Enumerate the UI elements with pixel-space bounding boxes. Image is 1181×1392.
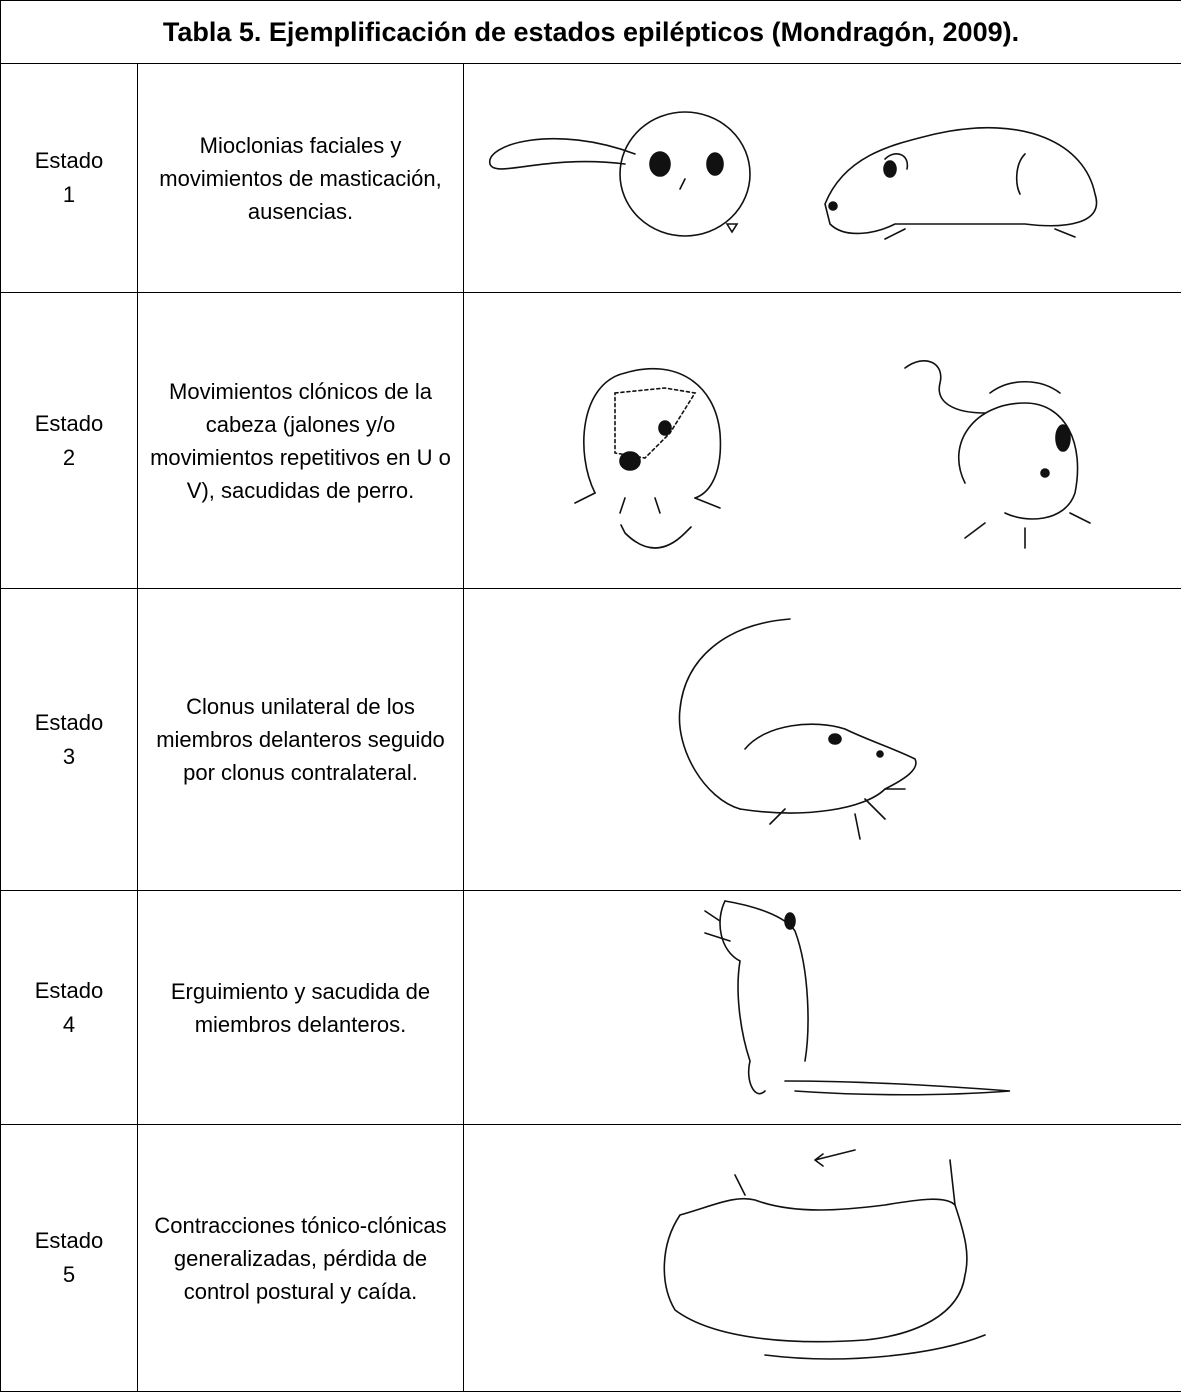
illustration xyxy=(465,64,1181,287)
state-description: Clonus unilateral de los miembros delant… xyxy=(138,690,463,789)
state-label: Estado 1 xyxy=(29,144,109,212)
illustration xyxy=(465,891,1181,1119)
illustration xyxy=(465,293,1181,583)
state-label: Estado 5 xyxy=(29,1224,109,1292)
table-title: Tabla 5. Ejemplificación de estados epil… xyxy=(1,1,1181,64)
state-description: Erguimiento y sacudida de miembros delan… xyxy=(138,975,463,1041)
state-description: Mioclonias faciales y movimientos de mas… xyxy=(138,129,463,228)
state-label: Estado 3 xyxy=(29,706,109,774)
state-label: Estado 2 xyxy=(29,407,109,475)
state-description: Contracciones tónico-clónicas generaliza… xyxy=(138,1209,463,1308)
state-description: Movimientos clónicos de la cabeza (jalon… xyxy=(138,375,463,507)
illustration xyxy=(465,589,1181,885)
state-label: Estado 4 xyxy=(29,974,109,1042)
illustration xyxy=(465,1125,1181,1386)
